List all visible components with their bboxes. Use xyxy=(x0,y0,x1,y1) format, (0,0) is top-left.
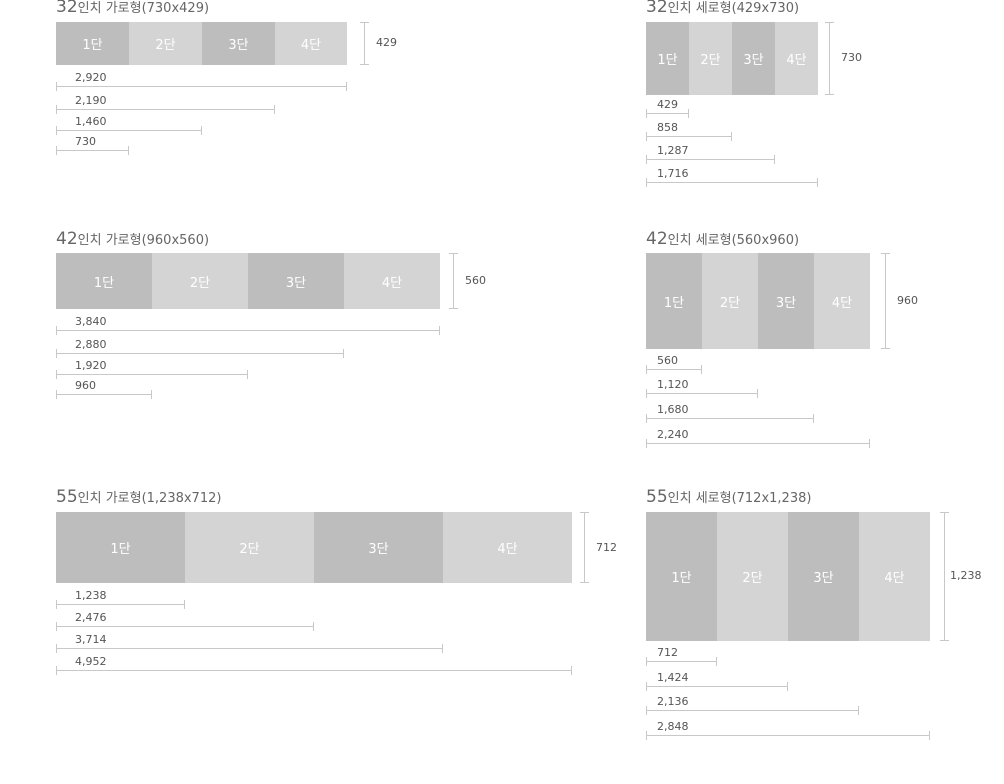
title-size: 42 xyxy=(646,229,668,249)
title-text: 인치 세로형(429x730) xyxy=(667,1,800,16)
width-dimension-4: 4,952 xyxy=(56,656,572,675)
width-dimension-3: 2,136 xyxy=(646,696,859,715)
segment-3: 3단 xyxy=(314,512,443,583)
segment-4: 4단 xyxy=(814,253,870,349)
width-dimension-2: 858 xyxy=(646,122,732,141)
diagram-32-landscape: 32인치 가로형(730x429) 1단 2단 3단 4단 429 2,920 … xyxy=(56,0,436,160)
segment-4: 4단 xyxy=(775,22,818,95)
width-dimension-2: 2,880 xyxy=(56,339,344,358)
width-dimension-3: 1,287 xyxy=(646,145,775,164)
width-dimension-1: 1,238 xyxy=(56,590,185,609)
diagram-42-landscape: 42인치 가로형(960x560) 1단 2단 3단 4단 560 3,840 … xyxy=(56,231,496,406)
height-dimension: 429 xyxy=(360,22,397,65)
title-text: 인치 세로형(560x960) xyxy=(667,233,800,248)
height-label: 960 xyxy=(897,294,918,307)
segment-4: 4단 xyxy=(443,512,572,583)
height-label: 560 xyxy=(465,274,486,287)
height-dimension: 730 xyxy=(825,22,862,95)
height-label: 1,238 xyxy=(950,569,982,582)
width-dimension-4: 960 xyxy=(56,380,152,399)
segment-3: 3단 xyxy=(758,253,814,349)
segment-1: 1단 xyxy=(646,512,717,641)
segment-3: 3단 xyxy=(248,253,344,309)
width-dimension-3: 1,680 xyxy=(646,404,814,423)
title-size: 55 xyxy=(646,487,668,507)
diagram-55-portrait: 55인치 세로형(712x1,238) 1단 2단 3단 4단 1,238 71… xyxy=(646,489,986,744)
segment-bar: 1단 2단 3단 4단 xyxy=(56,22,347,65)
height-dimension: 960 xyxy=(881,253,918,349)
diagram-title: 55인치 가로형(1,238x712) xyxy=(56,489,221,507)
segment-2: 2단 xyxy=(129,22,202,65)
title-size: 32 xyxy=(56,0,78,17)
segment-2: 2단 xyxy=(152,253,248,309)
title-size: 55 xyxy=(56,487,78,507)
diagram-title: 42인치 세로형(560x960) xyxy=(646,231,799,249)
width-dimension-3: 3,714 xyxy=(56,634,443,653)
width-dimension-1: 2,920 xyxy=(56,72,347,91)
title-size: 32 xyxy=(646,0,668,17)
segment-bar: 1단 2단 3단 4단 xyxy=(56,512,572,583)
width-dimension-2: 2,476 xyxy=(56,612,314,631)
title-text: 인치 가로형(730x429) xyxy=(77,1,210,16)
diagram-title: 55인치 세로형(712x1,238) xyxy=(646,489,811,507)
segment-1: 1단 xyxy=(56,22,129,65)
width-dimension-4: 2,240 xyxy=(646,429,870,448)
title-text: 인치 세로형(712x1,238) xyxy=(667,491,812,506)
width-dimension-2: 1,424 xyxy=(646,672,788,691)
segment-bar: 1단 2단 3단 4단 xyxy=(646,512,930,641)
segment-4: 4단 xyxy=(275,22,347,65)
width-dimension-4: 2,848 xyxy=(646,721,930,740)
height-label: 429 xyxy=(376,36,397,49)
height-label: 712 xyxy=(596,541,617,554)
segment-2: 2단 xyxy=(689,22,732,95)
segment-2: 2단 xyxy=(717,512,788,641)
diagram-55-landscape: 55인치 가로형(1,238x712) 1단 2단 3단 4단 712 1,23… xyxy=(56,489,626,679)
segment-3: 3단 xyxy=(202,22,275,65)
width-dimension-1: 3,840 xyxy=(56,316,440,335)
width-dimension-4: 730 xyxy=(56,136,129,155)
segment-bar: 1단 2단 3단 4단 xyxy=(646,253,870,349)
width-dimension-2: 1,120 xyxy=(646,379,758,398)
width-dimension-4: 1,716 xyxy=(646,168,818,187)
diagram-title: 32인치 가로형(730x429) xyxy=(56,0,209,17)
width-dimension-2: 2,190 xyxy=(56,95,275,114)
segment-3: 3단 xyxy=(788,512,859,641)
height-dimension: 1,238 xyxy=(940,512,982,641)
segment-2: 2단 xyxy=(702,253,758,349)
segment-3: 3단 xyxy=(732,22,775,95)
height-dimension: 712 xyxy=(580,512,617,583)
height-dimension: 560 xyxy=(449,253,486,309)
segment-bar: 1단 2단 3단 4단 xyxy=(646,22,818,95)
segment-4: 4단 xyxy=(344,253,440,309)
width-dimension-1: 429 xyxy=(646,99,689,118)
title-text: 인치 가로형(1,238x712) xyxy=(77,491,222,506)
segment-4: 4단 xyxy=(859,512,930,641)
segment-bar: 1단 2단 3단 4단 xyxy=(56,253,440,309)
diagram-32-portrait: 32인치 세로형(429x730) 1단 2단 3단 4단 730 429 85… xyxy=(646,0,906,190)
height-label: 730 xyxy=(841,51,862,64)
width-dimension-3: 1,460 xyxy=(56,116,202,135)
segment-1: 1단 xyxy=(646,22,689,95)
width-dimension-1: 560 xyxy=(646,355,702,374)
title-text: 인치 가로형(960x560) xyxy=(77,233,210,248)
title-size: 42 xyxy=(56,229,78,249)
segment-1: 1단 xyxy=(56,512,185,583)
diagram-title: 42인치 가로형(960x560) xyxy=(56,231,209,249)
segment-2: 2단 xyxy=(185,512,314,583)
width-dimension-1: 712 xyxy=(646,647,717,666)
width-dimension-3: 1,920 xyxy=(56,360,248,379)
diagram-title: 32인치 세로형(429x730) xyxy=(646,0,799,17)
segment-1: 1단 xyxy=(646,253,702,349)
segment-1: 1단 xyxy=(56,253,152,309)
diagram-42-portrait: 42인치 세로형(560x960) 1단 2단 3단 4단 960 560 1,… xyxy=(646,231,946,456)
